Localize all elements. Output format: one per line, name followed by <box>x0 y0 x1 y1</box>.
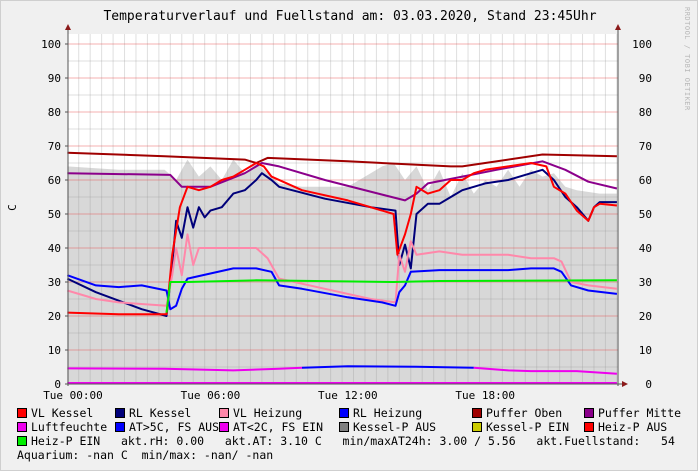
y-tick-label-left: 20 <box>48 310 61 323</box>
series-at-2c-fs-ein <box>473 366 617 375</box>
legend-swatch <box>219 422 229 432</box>
y-tick-label-left: 40 <box>48 242 61 255</box>
x-tick-label: Tue 06:00 <box>181 389 241 401</box>
legend-swatch <box>584 422 594 432</box>
series-puffer-mitte <box>67 160 618 202</box>
legend-label: AT<2C, FS EIN <box>233 420 324 434</box>
legend-label: Puffer Mitte <box>598 406 682 420</box>
legend-swatch <box>584 408 594 418</box>
legend-label: AT>5C, FS AUS <box>129 420 220 434</box>
legend-label: VL Kessel <box>31 406 94 420</box>
chart-plot: 0 0 10 10 20 20 30 30 40 40 50 50 60 60 70 70 80 80 90 90 10… <box>41 24 652 401</box>
y-tick-label-left: 90 <box>48 72 61 85</box>
y-tick-label-left: 100 <box>41 38 61 51</box>
y-tick-label-left: 60 <box>48 174 61 187</box>
series-rl-heizung <box>66 267 618 311</box>
y-tick-label-right: 100 <box>632 38 652 51</box>
y-tick-label-right: 90 <box>639 72 652 85</box>
y-tick-label-left: 10 <box>48 344 61 357</box>
legend-label: Luftfeuchte <box>31 420 108 434</box>
series-at-5c-fs-aus <box>301 365 474 369</box>
legend-swatch <box>115 408 125 418</box>
y-tick-label-right: 10 <box>639 344 652 357</box>
legend-swatch <box>472 408 482 418</box>
watermark: RRDTOOL / TOBI OETIKER <box>683 7 691 111</box>
series-heiz-p-ein <box>165 279 617 313</box>
legend-label: Kessel-P EIN <box>486 420 570 434</box>
status-line: akt.rH: 0.00 akt.AT: 3.10 C min/maxAT24h… <box>121 434 675 448</box>
y-tick-label-left: 80 <box>48 106 61 119</box>
legend-swatch <box>17 408 27 418</box>
y-tick-label-right: 70 <box>639 140 652 153</box>
y-tick-label-right: 20 <box>639 310 652 323</box>
y-tick-label-left: 0 <box>54 378 61 391</box>
legend-swatch <box>17 422 27 432</box>
x-tick-label: Tue 18:00 <box>455 389 515 401</box>
legend-swatch <box>115 422 125 432</box>
y-tick-label-right: 40 <box>639 242 652 255</box>
legend-swatch <box>219 408 229 418</box>
legend-label: Heiz-P EIN <box>31 434 101 448</box>
legend-label: RL Heizung <box>353 406 423 420</box>
legend-swatch <box>472 422 482 432</box>
x-tick-label: Tue 12:00 <box>318 389 378 401</box>
y-tick-label-right: 60 <box>639 174 652 187</box>
series-at-2c-fs-ein <box>67 366 303 372</box>
y-tick-label-right: 30 <box>639 276 652 289</box>
y-tick-label-left: 30 <box>48 276 61 289</box>
series-puffer-oben <box>67 151 617 168</box>
aquarium-line: Aquarium: -nan C min/max: -nan/ -nan <box>17 448 274 462</box>
legend-label: VL Heizung <box>233 406 303 420</box>
x-tick-label: Tue 00:00 <box>43 389 103 401</box>
y-tick-label-right: 0 <box>645 378 652 391</box>
y-tick-label-left: 50 <box>48 208 61 221</box>
legend-label: Heiz-P AUS <box>598 420 668 434</box>
series-vl-kessel <box>67 162 617 316</box>
y-axis-right-arrow-icon <box>615 24 621 30</box>
y-tick-label-right: 50 <box>639 208 652 221</box>
y-axis-arrow-icon <box>65 24 71 30</box>
legend-swatch <box>339 422 349 432</box>
y-tick-label-left: 70 <box>48 140 61 153</box>
legend-swatch <box>339 408 349 418</box>
legend-label: Puffer Oben <box>486 406 563 420</box>
x-axis-arrow-icon <box>622 381 628 387</box>
y-tick-label-right: 80 <box>639 106 652 119</box>
legend-swatch <box>17 436 27 446</box>
series-vl-heizung <box>67 233 618 307</box>
chart-title: Temperaturverlauf und Fuellstand am: 03.… <box>103 9 597 24</box>
legend-label: RL Kessel <box>129 406 192 420</box>
legend-label: Kessel-P AUS <box>353 420 437 434</box>
